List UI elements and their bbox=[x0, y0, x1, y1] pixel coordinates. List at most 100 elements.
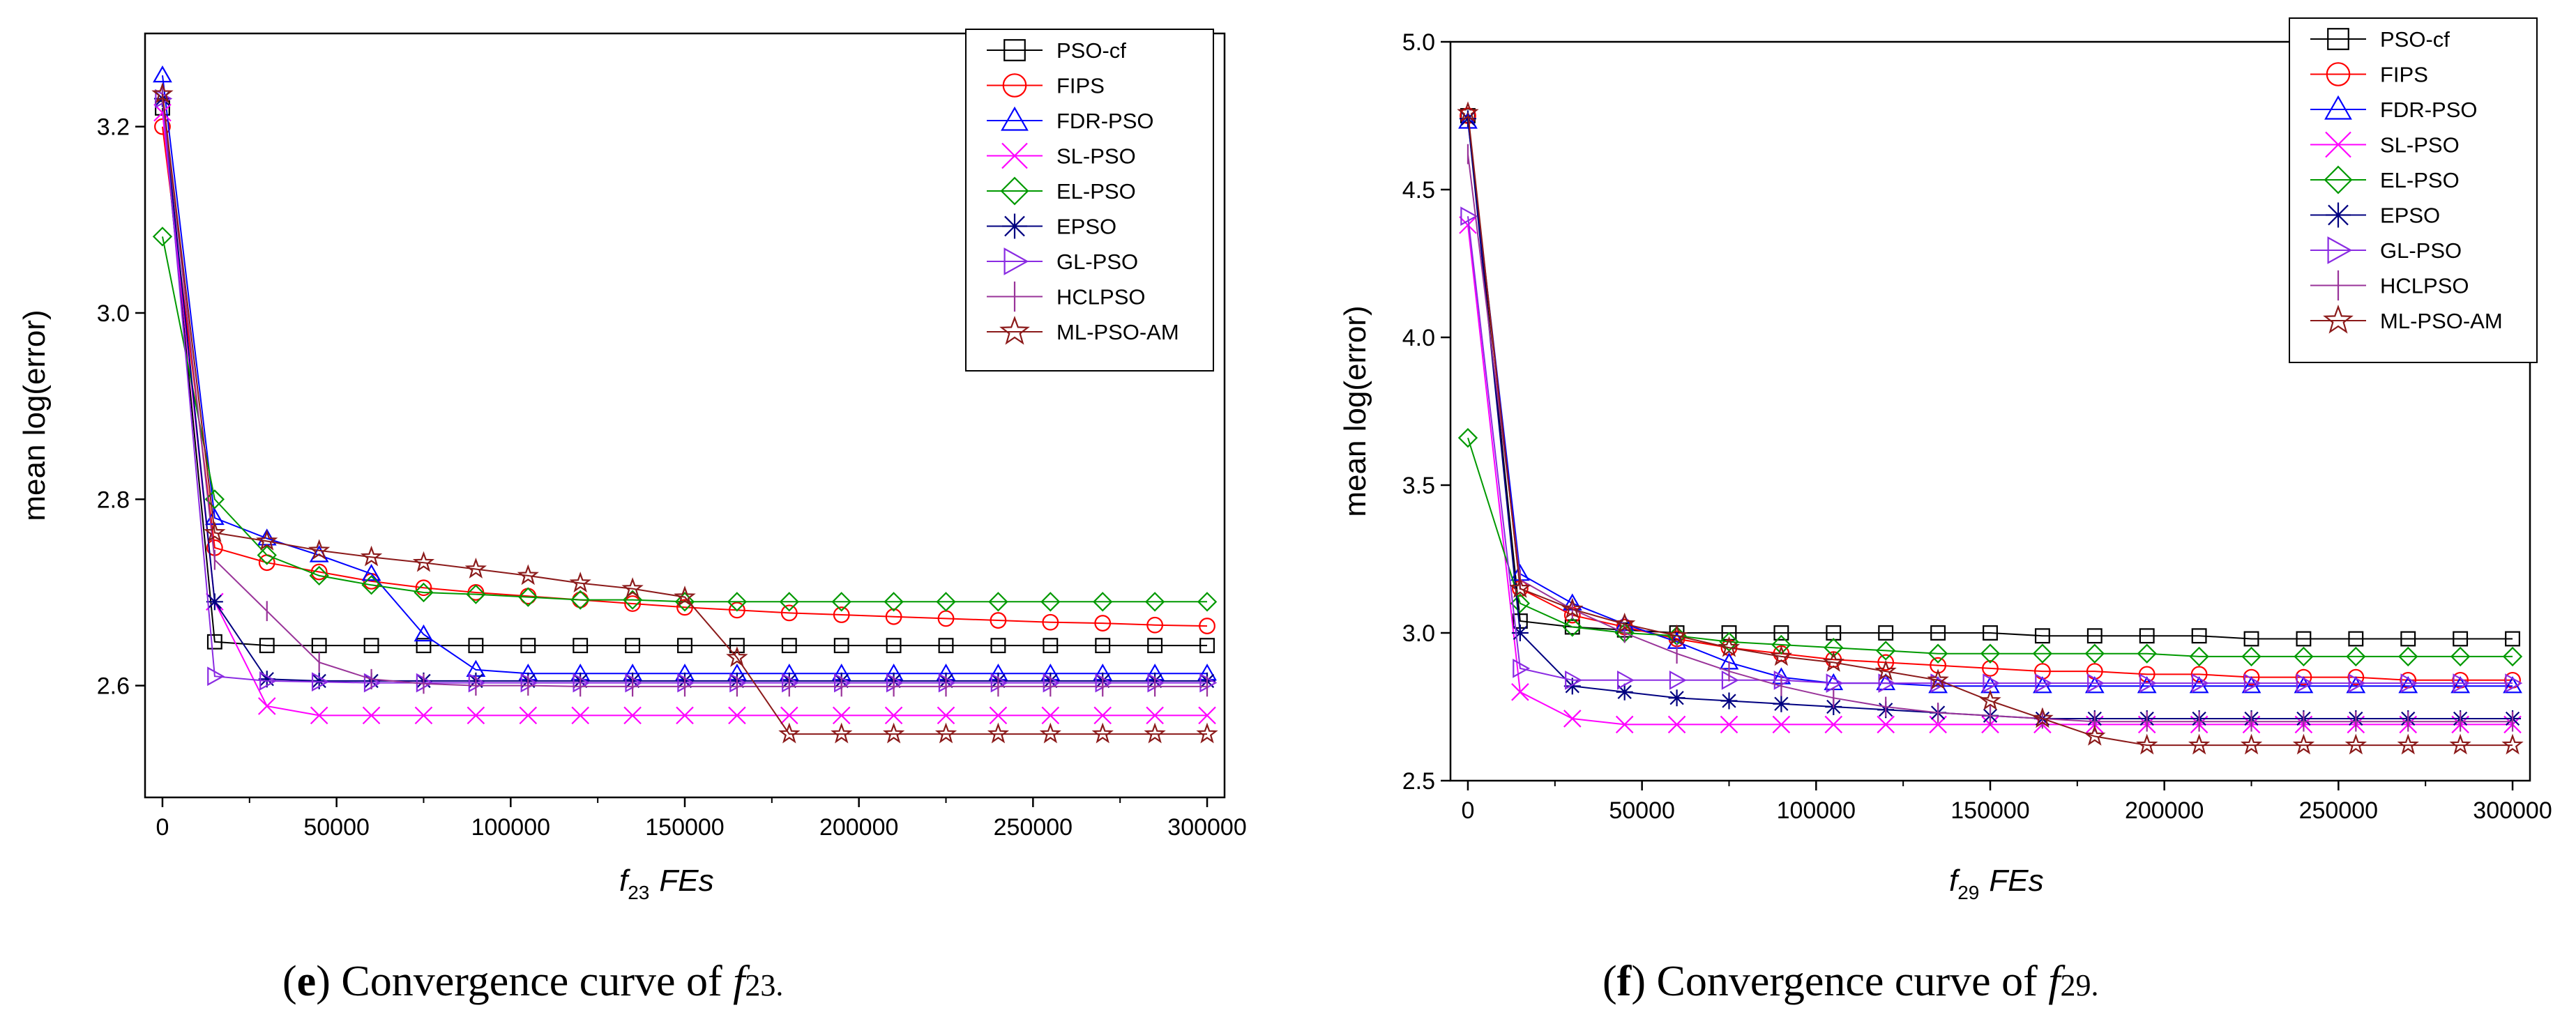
legend-item-fdr-pso: FDR-PSO bbox=[987, 106, 1154, 133]
y-axis-title: mean log(error) bbox=[1338, 305, 1372, 516]
data-point-el-pso bbox=[2398, 646, 2418, 667]
data-point-ml-pso-am bbox=[1509, 576, 1531, 598]
data-point-el-pso bbox=[2189, 646, 2209, 667]
data-point-fips bbox=[780, 604, 798, 622]
data-point-ml-pso-am bbox=[1561, 597, 1584, 619]
data-point-sl-pso bbox=[519, 706, 538, 725]
data-point-pso-cf bbox=[363, 638, 379, 654]
x-axis-text: FEs bbox=[1989, 864, 2043, 898]
x-tick-label: 50000 bbox=[303, 814, 370, 841]
x-tick-label: 300000 bbox=[1167, 814, 1246, 841]
data-point-el-pso bbox=[309, 565, 329, 586]
data-point-ml-pso-am bbox=[2084, 724, 2106, 746]
data-point-sl-pso bbox=[623, 706, 642, 725]
data-point-epso bbox=[1511, 625, 1529, 641]
legend-marker-gl-pso bbox=[2327, 236, 2353, 264]
legend-label: EL-PSO bbox=[2380, 168, 2460, 192]
data-point-pso-cf bbox=[1983, 625, 1998, 641]
data-point-el-pso bbox=[1771, 634, 1791, 655]
legend-label: ML-PSO-AM bbox=[2380, 309, 2503, 333]
data-point-sl-pso bbox=[257, 697, 276, 715]
series-line-el-pso bbox=[1467, 437, 2513, 657]
legend-marker-sl-pso bbox=[2325, 131, 2351, 158]
data-point-fips bbox=[1042, 613, 1059, 631]
data-point-sl-pso bbox=[1093, 706, 1112, 725]
data-point-ml-pso-am bbox=[1770, 645, 1793, 666]
legend-label: GL-PSO bbox=[2380, 238, 2462, 263]
legend-marker-pso-cf bbox=[1003, 39, 1026, 61]
data-point-el-pso bbox=[1927, 643, 1948, 664]
data-point-el-pso bbox=[361, 575, 381, 595]
legend-marker-fips bbox=[1002, 73, 1027, 98]
series-line-ml-pso-am bbox=[1467, 112, 2513, 747]
data-point-gl-pso bbox=[2296, 673, 2314, 693]
data-point-el-pso bbox=[1197, 592, 1218, 612]
y-tick-label: 2.6 bbox=[97, 673, 130, 700]
data-point-sl-pso bbox=[1146, 706, 1164, 725]
data-point-fips bbox=[1877, 654, 1895, 671]
data-point-pso-cf bbox=[468, 638, 484, 654]
y-tick-label: 3.2 bbox=[97, 114, 130, 141]
data-point-fips bbox=[885, 608, 902, 625]
data-point-sl-pso bbox=[310, 706, 328, 725]
data-point-pso-cf bbox=[2086, 628, 2103, 644]
series-line-pso-cf bbox=[162, 107, 1207, 647]
legend-item-hclpso: HCLPSO bbox=[2310, 270, 2469, 301]
legend-marker-el-pso bbox=[1000, 176, 1029, 206]
data-point-el-pso bbox=[1980, 643, 2001, 664]
data-point-fips bbox=[2347, 668, 2365, 686]
x-axis-sub: 29 bbox=[1957, 882, 1979, 903]
data-point-pso-cf bbox=[833, 638, 849, 654]
data-point-fips bbox=[990, 612, 1007, 629]
data-point-pso-cf bbox=[1878, 625, 1894, 641]
legend-item-ml-pso-am: ML-PSO-AM bbox=[2310, 304, 2503, 334]
data-point-gl-pso bbox=[259, 671, 278, 691]
data-point-fips bbox=[2243, 668, 2260, 686]
data-point-gl-pso bbox=[1565, 670, 1583, 690]
legend-label: FDR-PSO bbox=[2380, 98, 2478, 122]
data-point-ml-pso-am bbox=[2501, 733, 2524, 755]
data-point-pso-cf bbox=[1930, 625, 1946, 641]
data-point-el-pso bbox=[2137, 643, 2157, 664]
data-point-ml-pso-am bbox=[1665, 624, 1688, 645]
data-point-gl-pso bbox=[1460, 206, 1478, 227]
data-point-gl-pso bbox=[2243, 673, 2261, 693]
data-point-sl-pso bbox=[467, 706, 485, 725]
caption-sub: 23 bbox=[745, 968, 775, 1002]
caption-end: . bbox=[775, 968, 783, 1002]
caption-close: ) bbox=[316, 958, 341, 1005]
data-point-fips bbox=[729, 602, 745, 619]
data-point-fips bbox=[1146, 616, 1164, 634]
data-point-pso-cf bbox=[2191, 628, 2207, 644]
legend-marker-pso-cf bbox=[2327, 28, 2349, 50]
legend: PSO-cf FIPS FDR-PSO SL-PSO EL-PSO EPSO GL-PSO H… bbox=[965, 29, 1214, 372]
data-point-el-pso bbox=[884, 592, 904, 612]
data-point-sl-pso bbox=[728, 706, 746, 725]
data-point-ml-pso-am bbox=[2449, 733, 2471, 755]
x-tick-label: 0 bbox=[156, 814, 169, 841]
y-tick-label: 2.8 bbox=[97, 487, 130, 513]
legend-marker-gl-pso bbox=[1003, 247, 1029, 275]
data-point-gl-pso bbox=[1930, 673, 1948, 693]
legend-label: SL-PSO bbox=[1056, 144, 1136, 169]
data-point-fips bbox=[1199, 618, 1215, 634]
data-point-pso-cf bbox=[990, 638, 1006, 654]
y-tick-label: 2.5 bbox=[1402, 768, 1435, 795]
data-point-fdr-pso bbox=[414, 624, 434, 642]
series-line-fdr-pso bbox=[1467, 121, 2513, 687]
legend-item-epso: EPSO bbox=[987, 213, 1116, 239]
data-point-epso bbox=[1668, 689, 1685, 707]
x-tick-label: 50000 bbox=[1609, 797, 1675, 824]
data-point-fips bbox=[2138, 666, 2155, 683]
data-point-sl-pso bbox=[1459, 216, 1477, 234]
legend-marker-epso bbox=[2326, 202, 2351, 228]
data-point-el-pso bbox=[2032, 643, 2053, 664]
data-point-gl-pso bbox=[1826, 673, 1844, 693]
data-point-sl-pso bbox=[1511, 683, 1529, 701]
data-point-sl-pso bbox=[362, 706, 381, 725]
data-point-pso-cf bbox=[416, 638, 432, 654]
data-point-fips bbox=[1094, 615, 1112, 632]
data-point-gl-pso bbox=[1513, 659, 1531, 678]
data-point-el-pso bbox=[988, 592, 1008, 612]
data-point-fips bbox=[310, 563, 328, 581]
